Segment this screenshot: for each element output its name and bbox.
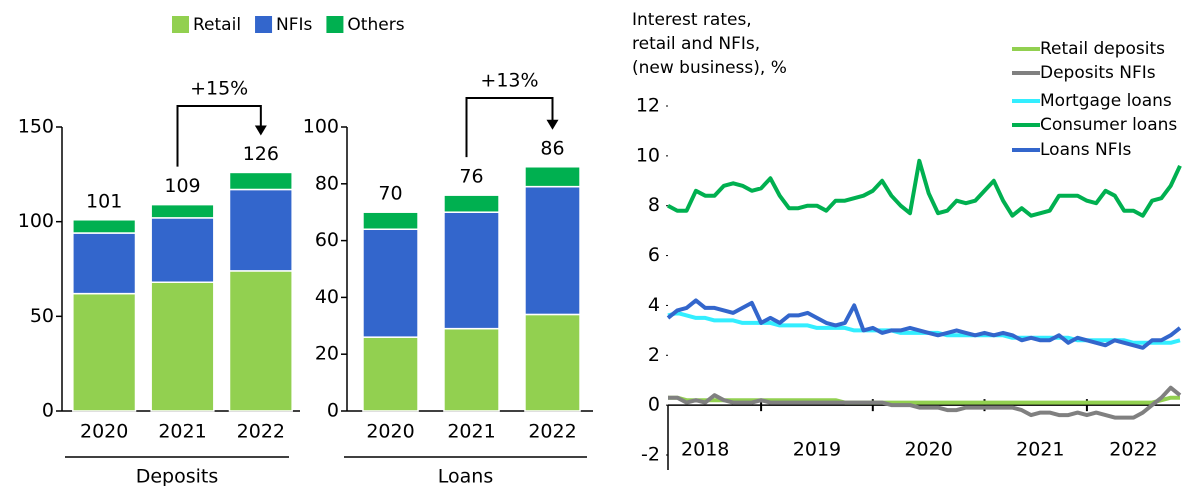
bar-segment (72, 292, 137, 412)
bar-segment (443, 327, 500, 412)
x-tick-label: 2020 (904, 439, 952, 461)
y-tick-label: 10 (636, 144, 660, 166)
x-tick-label: 2021 (1016, 439, 1064, 461)
bar-segment (228, 171, 293, 191)
chart-title: retail and NFIs, (632, 34, 760, 54)
bar-segment (524, 166, 581, 188)
bar-segment (443, 211, 500, 330)
total-label: 86 (540, 137, 564, 159)
y-tick-label: 20 (315, 343, 339, 365)
legend-label: Deposits NFIs (1040, 63, 1156, 83)
legend-label: Retail (193, 15, 241, 35)
y-tick-label: 0 (327, 400, 339, 422)
bar-segment (362, 228, 419, 338)
y-tick-label: 4 (648, 294, 660, 316)
chart-title: Interest rates, (632, 10, 752, 30)
y-tick-label: 0 (648, 394, 660, 416)
bar-segment (228, 270, 293, 412)
legend-swatch (326, 16, 344, 33)
legend-label: Loans NFIs (1040, 140, 1132, 160)
bar-segment (72, 232, 137, 295)
growth-annotation: +15% (190, 78, 248, 100)
legend-swatch (255, 16, 273, 33)
growth-arrow (176, 105, 262, 167)
growth-arrow (465, 97, 554, 158)
y-tick-label: 80 (315, 172, 339, 194)
chart-title: (new business), % (632, 58, 787, 78)
arrow-head (546, 119, 559, 130)
legend-label: Mortgage loans (1040, 91, 1172, 111)
x-tick-label: 2022 (237, 421, 285, 443)
bar-segment (150, 281, 215, 412)
y-tick-label: 50 (30, 305, 54, 327)
legend-label: Others (347, 15, 404, 35)
total-label: 109 (164, 175, 200, 197)
legend-label: Retail deposits (1040, 39, 1165, 59)
total-label: 101 (86, 190, 122, 212)
y-tick-label: 100 (303, 116, 339, 138)
bar-segment (72, 219, 137, 234)
total-label: 126 (243, 143, 279, 165)
y-tick-label: -2 (641, 444, 660, 466)
x-tick-label: 2018 (681, 439, 729, 461)
y-tick-label: 2 (648, 344, 660, 366)
y-tick-label: 60 (315, 229, 339, 251)
arrow-head (254, 125, 267, 136)
total-label: 70 (378, 183, 402, 205)
x-tick-label: 2019 (793, 439, 841, 461)
growth-annotation: +13% (480, 70, 538, 92)
x-tick-label: 2020 (366, 421, 414, 443)
series-line (668, 385, 1182, 420)
y-tick-label: 6 (648, 244, 660, 266)
x-tick-label: 2020 (80, 421, 128, 443)
x-tick-label: 2022 (528, 421, 576, 443)
y-tick-label: 0 (42, 400, 54, 422)
y-tick-label: 8 (648, 194, 660, 216)
y-tick-label: 100 (18, 210, 54, 232)
series-line (666, 298, 1182, 350)
x-tick-label: 2021 (447, 421, 495, 443)
y-tick-label: 12 (636, 95, 660, 117)
legend-label: Consumer loans (1040, 115, 1177, 135)
bar-segment (443, 194, 500, 213)
x-tick-label: 2022 (1109, 439, 1157, 461)
x-axis-label: Loans (438, 466, 493, 486)
y-tick-label: 150 (18, 116, 54, 138)
bar-segment (524, 185, 581, 316)
series-line (667, 310, 1181, 345)
total-label: 76 (459, 166, 483, 188)
y-tick-label: 40 (315, 286, 339, 308)
series-line (667, 158, 1182, 218)
bar-segment (228, 188, 293, 272)
x-tick-label: 2021 (158, 421, 206, 443)
bar-segment (150, 203, 215, 219)
bar-segment (362, 211, 419, 230)
bar-segment (524, 313, 581, 412)
x-axis-label: Deposits (136, 466, 219, 486)
bar-segment (150, 217, 215, 284)
bar-segment (362, 336, 419, 412)
legend-swatch (172, 16, 189, 33)
legend-label: NFIs (276, 15, 313, 35)
